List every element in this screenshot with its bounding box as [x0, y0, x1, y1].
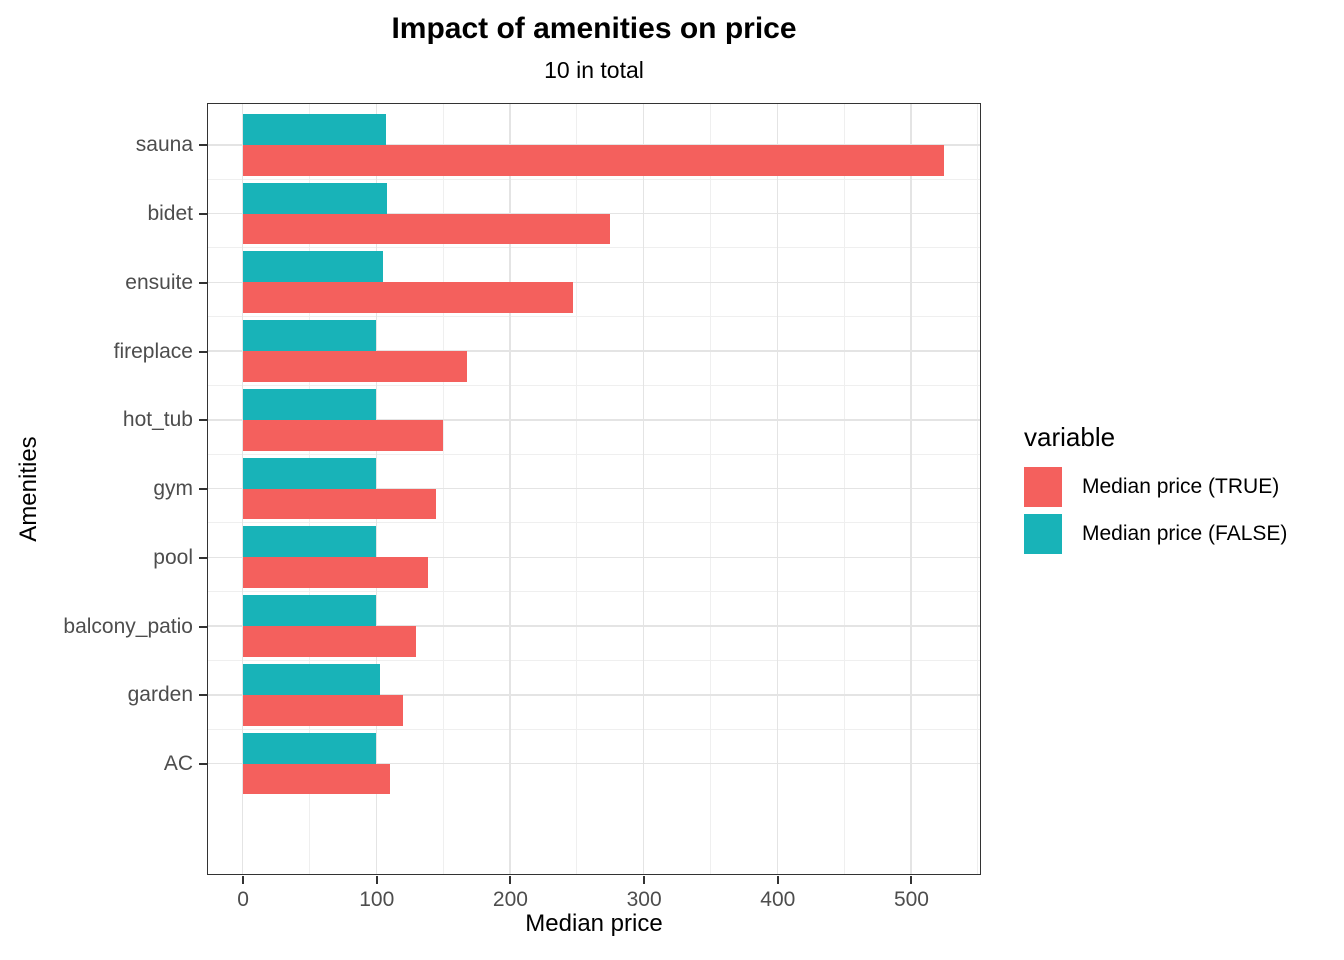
x-tick-mark	[242, 876, 245, 884]
x-tick-mark	[643, 876, 646, 884]
gridline-minor-horizontal	[207, 178, 980, 180]
y-tick-label: sauna	[135, 133, 193, 157]
bar-true-ensuite	[242, 282, 573, 314]
legend-swatch-false-icon	[1024, 514, 1062, 554]
gridline-minor-horizontal	[207, 591, 980, 593]
y-tick-mark	[199, 281, 207, 284]
gridline-minor-horizontal	[207, 728, 980, 730]
gridline-minor-horizontal	[207, 522, 980, 524]
y-tick-mark	[199, 488, 207, 490]
bar-false-AC	[242, 732, 377, 764]
gridline-minor-horizontal	[207, 453, 980, 455]
gridline-minor-horizontal	[207, 659, 980, 661]
x-tick-mark	[776, 876, 779, 884]
y-tick-label: AC	[163, 752, 193, 775]
y-tick-label: ensuite	[125, 270, 193, 294]
x-axis-title: Median price	[525, 910, 663, 937]
bar-false-bidet	[242, 182, 387, 214]
gridline-major-horizontal	[207, 419, 980, 421]
x-tick-label: 200	[492, 888, 528, 911]
gridline-minor-horizontal	[207, 247, 980, 249]
bar-false-gym	[242, 457, 377, 489]
gridline-minor-horizontal	[207, 384, 980, 386]
y-tick-mark	[199, 556, 207, 559]
y-tick-label: hot_tub	[122, 408, 193, 432]
y-tick-mark	[199, 144, 207, 147]
y-tick-mark	[199, 419, 207, 422]
bar-true-pool	[242, 557, 429, 589]
gridline-major-horizontal	[207, 281, 980, 283]
bar-true-balcony_patio	[242, 626, 417, 657]
bar-false-hot_tub	[242, 388, 377, 420]
x-tick-label: 0	[237, 888, 249, 911]
legend-entry-false: Median price (FALSE)	[1024, 514, 1340, 554]
bar-true-gym	[242, 488, 437, 520]
y-tick-label: garden	[127, 683, 193, 707]
bar-false-sauna	[242, 113, 386, 145]
gridline-minor-horizontal	[207, 316, 980, 318]
y-tick-mark	[199, 763, 207, 765]
bar-false-fireplace	[242, 320, 377, 351]
x-axis: 0 100 200 300 400 500	[208, 876, 980, 926]
y-tick-label: bidet	[147, 202, 193, 225]
gridline-major-horizontal	[207, 350, 980, 352]
y-tick-mark	[199, 694, 207, 697]
gridline-major-horizontal	[207, 556, 980, 558]
y-tick-mark	[199, 625, 207, 628]
x-tick-label: 100	[359, 888, 395, 911]
x-tick-mark	[375, 876, 378, 884]
y-tick-label: balcony_patio	[63, 614, 193, 638]
bar-true-hot_tub	[242, 419, 444, 451]
y-tick-label: pool	[153, 545, 193, 569]
gridline-major-horizontal	[207, 762, 980, 765]
bar-true-garden	[242, 694, 403, 726]
x-tick-label: 400	[760, 888, 796, 911]
gridline-major-horizontal	[207, 625, 980, 627]
y-tick-label: fireplace	[113, 339, 193, 363]
bar-true-sauna	[242, 144, 945, 176]
x-tick-mark	[910, 876, 913, 884]
legend-swatch-true-icon	[1024, 467, 1062, 507]
gridline-major-horizontal	[207, 487, 980, 490]
legend-label-true: Median price (TRUE)	[1082, 475, 1280, 498]
bar-true-fireplace	[242, 351, 468, 382]
y-tick-label: gym	[153, 477, 193, 500]
bar-true-bidet	[242, 213, 611, 245]
x-tick-label: 500	[893, 888, 929, 911]
x-tick-label: 300	[626, 888, 662, 911]
bar-true-AC	[242, 763, 390, 795]
bar-false-balcony_patio	[242, 595, 377, 626]
y-tick-mark	[199, 350, 207, 353]
legend-label-false: Median price (FALSE)	[1082, 522, 1288, 545]
legend-title: variable	[1024, 422, 1116, 452]
legend: variable Median price (TRUE) Median pric…	[1010, 422, 1340, 561]
chart-subtitle: 10 in total	[544, 57, 644, 83]
plot-panel	[206, 102, 981, 875]
bar-false-ensuite	[242, 251, 383, 283]
bar-false-garden	[242, 663, 381, 695]
y-tick-mark	[199, 213, 207, 215]
chart-title: Impact of amenities on price	[391, 12, 797, 45]
x-tick-mark	[509, 876, 512, 884]
legend-entry-true: Median price (TRUE)	[1024, 467, 1340, 507]
bar-false-pool	[242, 526, 377, 558]
gridline-major-horizontal	[207, 694, 980, 696]
